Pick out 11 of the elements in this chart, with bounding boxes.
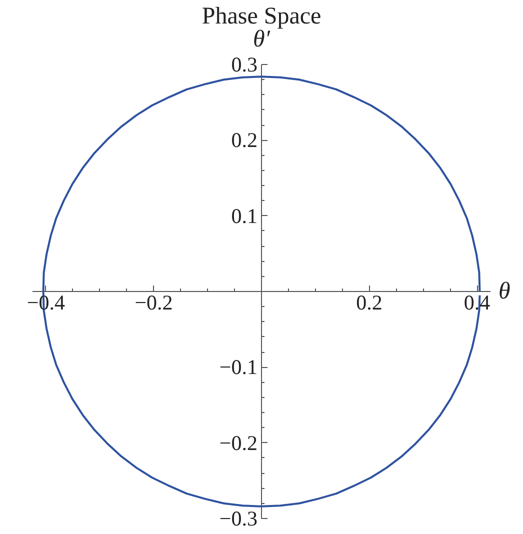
y-tick-label: −0.1: [219, 355, 258, 380]
y-tick-label: 0.1: [231, 204, 258, 228]
x-tick-label: 0.2: [356, 290, 382, 314]
x-axis-title: θ: [498, 278, 510, 304]
y-tick-label: −0.3: [219, 506, 258, 530]
chart-title: Phase Space: [202, 4, 322, 30]
y-axis-title: θ′: [252, 26, 271, 52]
x-tick-label: −0.2: [134, 290, 173, 314]
y-tick-label: 0.2: [231, 128, 258, 152]
y-tick-label: 0.3: [231, 52, 258, 76]
y-tick-label: −0.2: [219, 430, 258, 455]
